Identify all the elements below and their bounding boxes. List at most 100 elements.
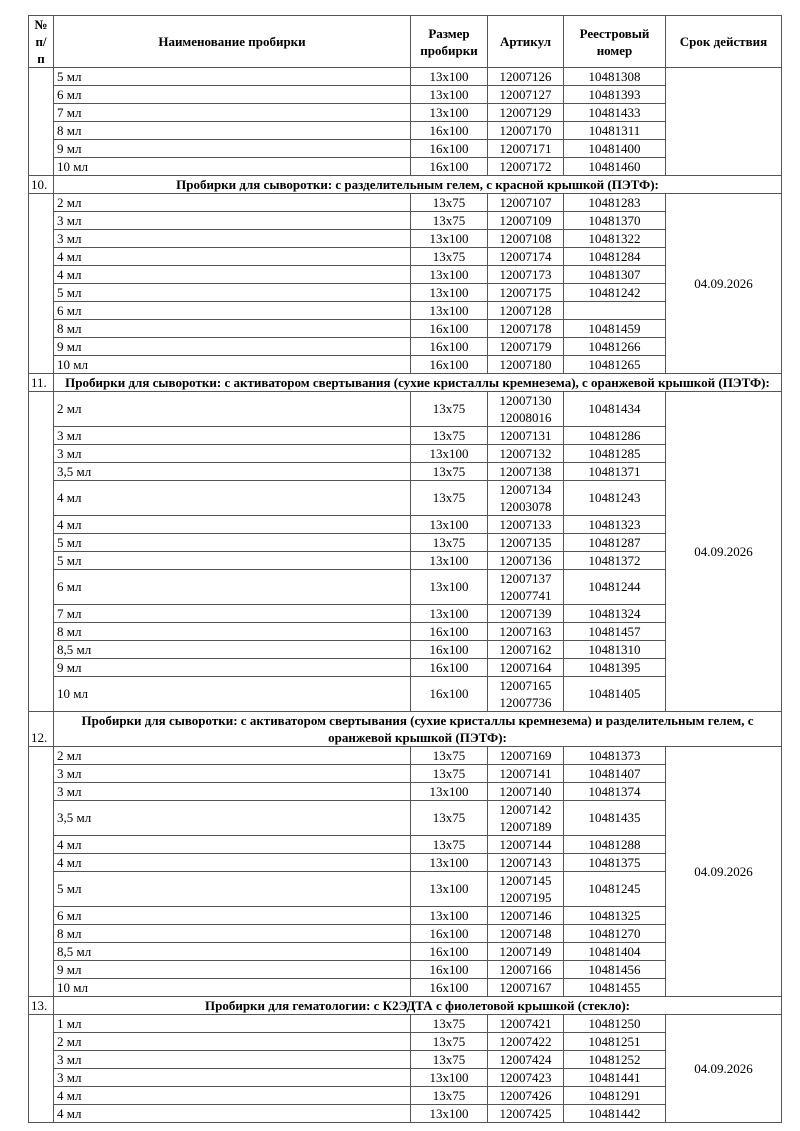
tube-size: 13x100 bbox=[410, 906, 488, 925]
tube-name: 9 мл bbox=[53, 337, 411, 356]
registry-number: 10481270 bbox=[563, 924, 666, 943]
registry-number: 10481252 bbox=[563, 1050, 666, 1069]
header-registry: Реестровый номер bbox=[563, 15, 666, 68]
registry-number: 10481372 bbox=[563, 551, 666, 570]
article-cell: 12007422 bbox=[487, 1032, 564, 1051]
article-number: 12007736 bbox=[499, 695, 552, 710]
tube-size: 16x100 bbox=[410, 139, 488, 158]
article-number: 12007166 bbox=[499, 962, 552, 977]
article-cell: 12007130 12008016 bbox=[487, 391, 564, 427]
tube-size: 13x100 bbox=[410, 551, 488, 570]
article-number: 12007164 bbox=[499, 660, 552, 675]
table-row: 2 мл 13x75 12007169 10481373 04.09.2026 bbox=[28, 746, 782, 997]
table-row: 9 мл 16x100 12007164 10481395 bbox=[29, 658, 782, 677]
registry-number: 10481407 bbox=[563, 764, 666, 783]
tube-size: 13x75 bbox=[410, 835, 488, 854]
tube-name: 3 мл bbox=[53, 229, 411, 248]
registry-number: 10481393 bbox=[563, 85, 666, 104]
tube-name: 3 мл bbox=[53, 444, 411, 463]
table-row: 6 мл 13x100 12007146 10481325 bbox=[29, 906, 782, 925]
table-row: 2 мл 13x75 12007130 12008016 10481434 04.09.2… bbox=[28, 391, 782, 712]
article-number: 12007131 bbox=[499, 428, 552, 443]
article-number: 12007179 bbox=[499, 339, 552, 354]
tube-size: 13x100 bbox=[410, 604, 488, 623]
tube-name: 4 мл bbox=[53, 247, 411, 266]
article-cell: 12007145 12007195 bbox=[487, 871, 564, 907]
tube-size: 16x100 bbox=[410, 157, 488, 176]
expiry-date: 04.09.2026 bbox=[665, 746, 782, 997]
tube-name: 4 мл bbox=[53, 480, 411, 516]
article-number: 12007127 bbox=[499, 87, 552, 102]
tube-size: 13x75 bbox=[410, 211, 488, 230]
expiry-date: 04.09.2026 bbox=[665, 391, 782, 712]
article-cell: 12007173 bbox=[487, 265, 564, 284]
tube-size: 16x100 bbox=[410, 337, 488, 356]
section-number: 12. bbox=[28, 711, 54, 747]
table-row: 3,5 мл 13x75 12007138 10481371 bbox=[29, 462, 782, 481]
article-cell: 12007109 bbox=[487, 211, 564, 230]
table-row: 3 мл 13x75 12007109 10481370 bbox=[29, 211, 782, 230]
registry-number: 10481283 bbox=[563, 193, 666, 212]
tube-name: 7 мл bbox=[53, 103, 411, 122]
article-cell: 12007133 bbox=[487, 515, 564, 534]
tube-name: 6 мл bbox=[53, 301, 411, 320]
registry-number: 10481251 bbox=[563, 1032, 666, 1051]
article-number: 12007422 bbox=[499, 1034, 552, 1049]
article-number: 12007165 bbox=[499, 678, 552, 693]
table-row: 4 мл 13x75 12007134 12003078 10481243 bbox=[29, 480, 782, 516]
article-number: 12007741 bbox=[499, 588, 552, 603]
table-body: 5 мл 13x100 12007126 10481308 6 мл 13x100 1200… bbox=[28, 67, 782, 1123]
article-number: 12007425 bbox=[499, 1106, 552, 1121]
tube-size: 13x100 bbox=[410, 67, 488, 86]
tube-name: 5 мл bbox=[53, 283, 411, 302]
article-number: 12007134 bbox=[499, 482, 552, 497]
article-cell: 12007171 bbox=[487, 139, 564, 158]
tube-name: 5 мл bbox=[53, 533, 411, 552]
registry-number: 10481435 bbox=[563, 800, 666, 836]
section-title: Пробирки для сыворотки: с активатором св… bbox=[53, 711, 782, 747]
tube-size: 13x75 bbox=[410, 1050, 488, 1069]
tube-size: 13x75 bbox=[410, 533, 488, 552]
article-cell: 12007144 bbox=[487, 835, 564, 854]
tube-size: 13x100 bbox=[410, 103, 488, 122]
article-number: 12007178 bbox=[499, 321, 552, 336]
tube-name: 9 мл bbox=[53, 139, 411, 158]
registry-number: 10481400 bbox=[563, 139, 666, 158]
article-number: 12007129 bbox=[499, 105, 552, 120]
article-cell: 12007138 bbox=[487, 462, 564, 481]
registry-number: 10481322 bbox=[563, 229, 666, 248]
number-cell-blank bbox=[28, 1014, 54, 1123]
article-number: 12007142 bbox=[499, 802, 552, 817]
tube-size: 13x100 bbox=[410, 853, 488, 872]
article-number: 12007180 bbox=[499, 357, 552, 372]
article-number: 12007108 bbox=[499, 231, 552, 246]
tube-size: 13x75 bbox=[410, 480, 488, 516]
tube-size: 13x100 bbox=[410, 229, 488, 248]
header-num: № п/п bbox=[28, 15, 54, 68]
section-title: Пробирки для сыворотки: с разделительным… bbox=[53, 175, 782, 194]
registry-number: 10481243 bbox=[563, 480, 666, 516]
tube-size: 16x100 bbox=[410, 622, 488, 641]
article-number: 12007149 bbox=[499, 944, 552, 959]
tube-size: 13x100 bbox=[410, 444, 488, 463]
registry-number: 10481288 bbox=[563, 835, 666, 854]
article-cell: 12007170 bbox=[487, 121, 564, 140]
article-number: 12007126 bbox=[499, 69, 552, 84]
article-number: 12007169 bbox=[499, 748, 552, 763]
tube-name: 8 мл bbox=[53, 319, 411, 338]
tube-size: 13x75 bbox=[410, 1014, 488, 1033]
article-number: 12007146 bbox=[499, 908, 552, 923]
table-row: 6 мл 13x100 12007137 12007741 10481244 bbox=[29, 569, 782, 605]
registry-number: 10481250 bbox=[563, 1014, 666, 1033]
table-row: 4 мл 13x75 12007426 10481291 bbox=[29, 1086, 782, 1105]
tube-name: 2 мл bbox=[53, 193, 411, 212]
article-cell: 12007126 bbox=[487, 67, 564, 86]
tube-size: 13x75 bbox=[410, 800, 488, 836]
number-cell-blank bbox=[28, 193, 54, 374]
header-name: Наименование пробирки bbox=[53, 15, 411, 68]
section-number: 11. bbox=[28, 373, 54, 392]
article-cell: 12007172 bbox=[487, 157, 564, 176]
table-row: 7 мл 13x100 12007139 10481324 bbox=[29, 604, 782, 623]
article-number: 12007195 bbox=[499, 890, 552, 905]
table-header-row: № п/п Наименование пробирки Размер проби… bbox=[28, 15, 782, 68]
